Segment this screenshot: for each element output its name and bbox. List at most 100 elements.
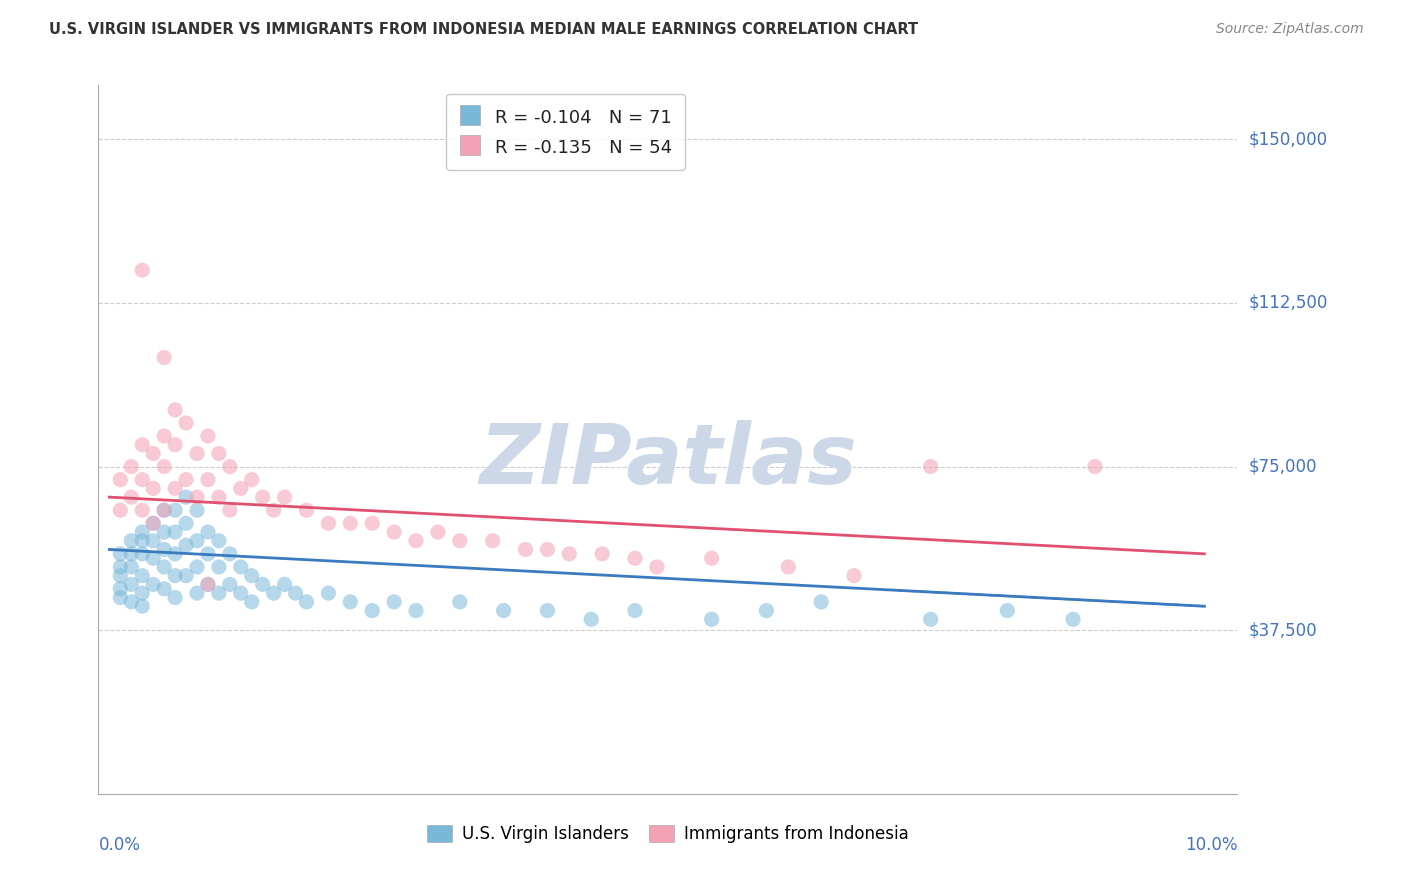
Point bbox=[120, 459, 142, 474]
Point bbox=[229, 586, 252, 600]
Point bbox=[339, 516, 361, 531]
Point bbox=[263, 503, 285, 517]
Point bbox=[208, 446, 231, 460]
Point bbox=[229, 560, 252, 574]
Point bbox=[110, 591, 132, 605]
Point bbox=[536, 604, 558, 618]
Text: Source: ZipAtlas.com: Source: ZipAtlas.com bbox=[1216, 22, 1364, 37]
Point bbox=[153, 542, 176, 557]
Point bbox=[142, 446, 165, 460]
Point bbox=[197, 577, 219, 591]
Point bbox=[165, 503, 187, 517]
Point bbox=[165, 482, 187, 496]
Point bbox=[240, 595, 263, 609]
Point bbox=[153, 351, 176, 365]
Text: ZIPatlas: ZIPatlas bbox=[479, 420, 856, 501]
Point bbox=[208, 533, 231, 548]
Point bbox=[558, 547, 581, 561]
Point bbox=[186, 560, 208, 574]
Text: 0.0%: 0.0% bbox=[98, 837, 141, 855]
Point bbox=[153, 503, 176, 517]
Point bbox=[165, 547, 187, 561]
Point bbox=[318, 516, 340, 531]
Point bbox=[186, 533, 208, 548]
Point bbox=[174, 473, 197, 487]
Point bbox=[131, 473, 153, 487]
Point bbox=[174, 490, 197, 504]
Point bbox=[120, 560, 142, 574]
Point bbox=[120, 595, 142, 609]
Point bbox=[700, 551, 723, 566]
Point bbox=[110, 582, 132, 596]
Point bbox=[515, 542, 537, 557]
Point bbox=[492, 604, 515, 618]
Point bbox=[208, 586, 231, 600]
Point bbox=[1084, 459, 1107, 474]
Point bbox=[142, 577, 165, 591]
Point bbox=[131, 524, 153, 539]
Point bbox=[536, 542, 558, 557]
Point bbox=[197, 429, 219, 443]
Point bbox=[229, 482, 252, 496]
Point bbox=[120, 490, 142, 504]
Point bbox=[755, 604, 778, 618]
Point bbox=[153, 524, 176, 539]
Point bbox=[153, 459, 176, 474]
Point bbox=[131, 586, 153, 600]
Point bbox=[1062, 612, 1084, 626]
Point bbox=[110, 560, 132, 574]
Point bbox=[591, 547, 613, 561]
Point bbox=[197, 473, 219, 487]
Point bbox=[252, 490, 274, 504]
Point bbox=[110, 503, 132, 517]
Point bbox=[449, 533, 471, 548]
Point bbox=[920, 612, 942, 626]
Point bbox=[263, 586, 285, 600]
Point bbox=[295, 503, 318, 517]
Point bbox=[120, 547, 142, 561]
Point bbox=[240, 568, 263, 582]
Point bbox=[142, 551, 165, 566]
Point bbox=[920, 459, 942, 474]
Point bbox=[624, 604, 647, 618]
Point bbox=[153, 429, 176, 443]
Point bbox=[208, 560, 231, 574]
Text: $150,000: $150,000 bbox=[1249, 130, 1327, 148]
Point bbox=[131, 263, 153, 277]
Point bbox=[165, 568, 187, 582]
Point bbox=[284, 586, 307, 600]
Text: U.S. VIRGIN ISLANDER VS IMMIGRANTS FROM INDONESIA MEDIAN MALE EARNINGS CORRELATI: U.S. VIRGIN ISLANDER VS IMMIGRANTS FROM … bbox=[49, 22, 918, 37]
Point bbox=[778, 560, 800, 574]
Point bbox=[142, 533, 165, 548]
Point bbox=[842, 568, 865, 582]
Point bbox=[110, 547, 132, 561]
Point bbox=[700, 612, 723, 626]
Point bbox=[405, 533, 427, 548]
Point bbox=[186, 446, 208, 460]
Point bbox=[186, 490, 208, 504]
Point bbox=[165, 438, 187, 452]
Point bbox=[186, 586, 208, 600]
Point bbox=[252, 577, 274, 591]
Point bbox=[382, 595, 405, 609]
Point bbox=[197, 524, 219, 539]
Point bbox=[165, 524, 187, 539]
Point bbox=[240, 473, 263, 487]
Point bbox=[120, 577, 142, 591]
Point bbox=[295, 595, 318, 609]
Point bbox=[995, 604, 1018, 618]
Point bbox=[174, 538, 197, 552]
Point bbox=[810, 595, 832, 609]
Point bbox=[110, 473, 132, 487]
Point bbox=[273, 577, 295, 591]
Point bbox=[131, 438, 153, 452]
Point bbox=[426, 524, 449, 539]
Text: 10.0%: 10.0% bbox=[1185, 837, 1237, 855]
Point bbox=[131, 533, 153, 548]
Text: $112,500: $112,500 bbox=[1249, 294, 1327, 312]
Point bbox=[153, 560, 176, 574]
Point bbox=[174, 568, 197, 582]
Text: $37,500: $37,500 bbox=[1249, 621, 1317, 640]
Point bbox=[131, 503, 153, 517]
Point bbox=[218, 547, 240, 561]
